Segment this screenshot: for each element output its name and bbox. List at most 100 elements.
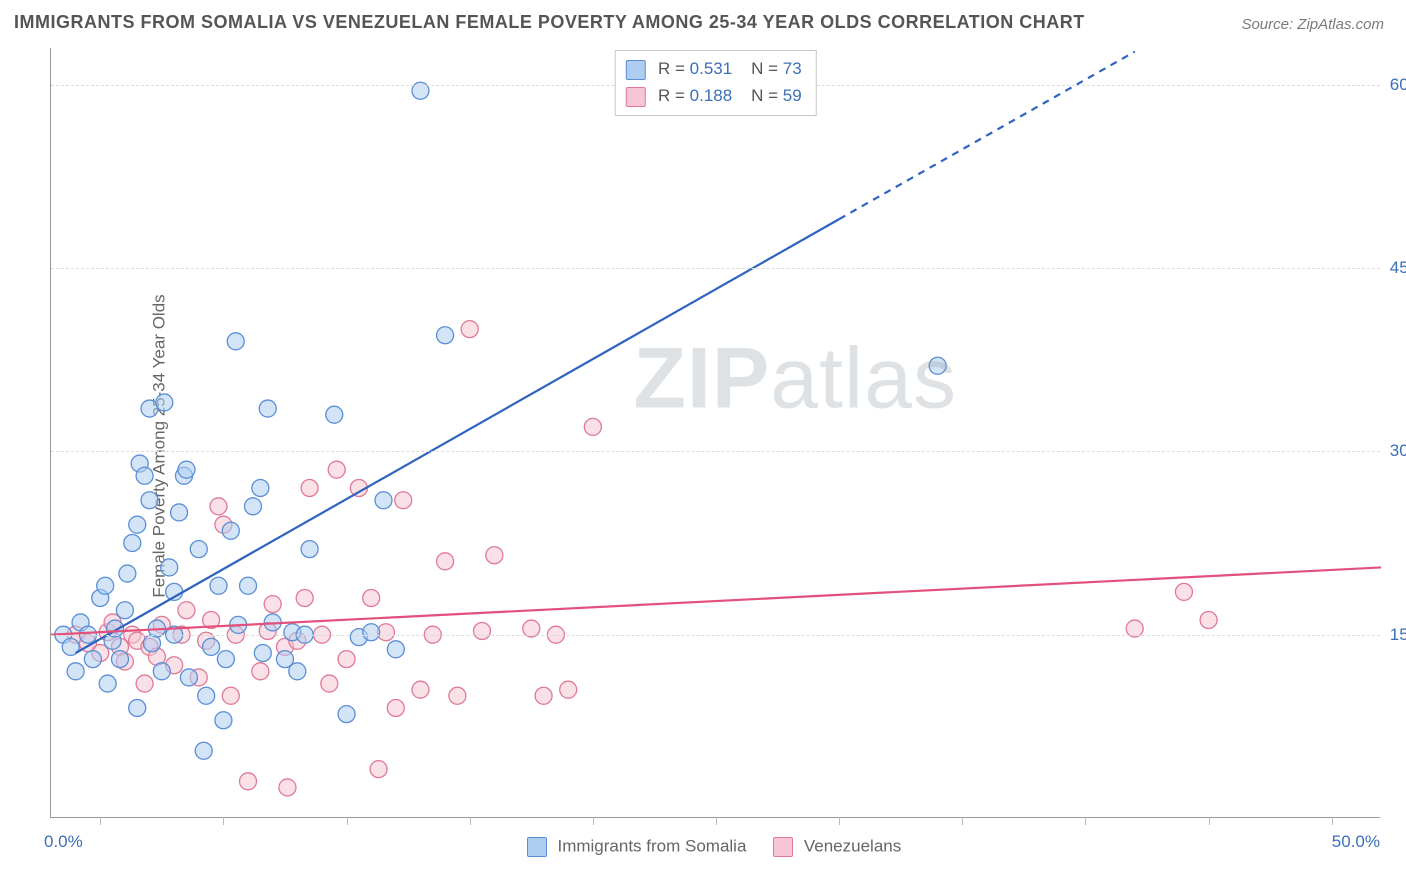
y-tick-label: 30.0% xyxy=(1390,441,1406,461)
legend-r-label: R = xyxy=(658,59,685,78)
data-point-somalia xyxy=(929,357,946,374)
x-tick xyxy=(716,817,717,825)
data-point-venezuelans xyxy=(449,687,466,704)
data-point-somalia xyxy=(252,480,269,497)
x-tick xyxy=(100,817,101,825)
data-point-somalia xyxy=(437,327,454,344)
data-point-somalia xyxy=(136,467,153,484)
data-point-venezuelans xyxy=(222,687,239,704)
legend-swatch-venezuelans xyxy=(773,837,793,857)
data-point-somalia xyxy=(99,675,116,692)
data-point-somalia xyxy=(301,541,318,558)
x-tick xyxy=(1085,817,1086,825)
data-point-venezuelans xyxy=(584,418,601,435)
data-point-venezuelans xyxy=(535,687,552,704)
data-point-venezuelans xyxy=(136,675,153,692)
x-tick xyxy=(347,817,348,825)
legend-n-value: 59 xyxy=(783,86,802,105)
data-point-venezuelans xyxy=(474,623,491,640)
data-point-somalia xyxy=(222,522,239,539)
legend-n-label: N = xyxy=(751,59,778,78)
data-point-somalia xyxy=(254,645,271,662)
data-point-somalia xyxy=(375,492,392,509)
data-point-somalia xyxy=(203,638,220,655)
x-tick xyxy=(593,817,594,825)
data-point-somalia xyxy=(338,706,355,723)
data-point-somalia xyxy=(326,406,343,423)
data-point-venezuelans xyxy=(252,663,269,680)
x-tick xyxy=(1332,817,1333,825)
legend-r-value: 0.531 xyxy=(690,59,733,78)
x-tick xyxy=(839,817,840,825)
data-point-somalia xyxy=(97,577,114,594)
data-point-somalia xyxy=(195,742,212,759)
source-attribution: Source: ZipAtlas.com xyxy=(1241,16,1384,33)
data-point-somalia xyxy=(217,651,234,668)
legend-r-value: 0.188 xyxy=(690,86,733,105)
data-point-somalia xyxy=(141,492,158,509)
regression-line-somalia xyxy=(76,219,840,653)
data-point-somalia xyxy=(84,651,101,668)
data-point-somalia xyxy=(129,700,146,717)
series-legend: Immigrants from Somalia Venezuelans xyxy=(0,836,1406,857)
plot-area: ZIPatlas R = 0.531 N = 73 R = 0.188 N = … xyxy=(50,48,1380,818)
data-point-somalia xyxy=(180,669,197,686)
legend-label-venezuelans: Venezuelans xyxy=(804,837,901,856)
data-point-venezuelans xyxy=(1200,612,1217,629)
y-tick-label: 15.0% xyxy=(1390,625,1406,645)
data-point-venezuelans xyxy=(210,498,227,515)
data-point-somalia xyxy=(210,577,227,594)
chart-title: IMMIGRANTS FROM SOMALIA VS VENEZUELAN FE… xyxy=(14,12,1085,33)
data-point-somalia xyxy=(111,651,128,668)
gridline xyxy=(51,268,1380,269)
data-point-somalia xyxy=(227,333,244,350)
data-point-somalia xyxy=(178,461,195,478)
legend-swatch-somalia xyxy=(527,837,547,857)
data-point-somalia xyxy=(124,535,141,552)
data-point-somalia xyxy=(116,602,133,619)
legend-row-somalia: R = 0.531 N = 73 xyxy=(625,55,801,82)
legend-n-label: N = xyxy=(751,86,778,105)
legend-label-somalia: Immigrants from Somalia xyxy=(557,837,746,856)
y-tick-label: 60.0% xyxy=(1390,75,1406,95)
x-tick xyxy=(962,817,963,825)
data-point-somalia xyxy=(190,541,207,558)
data-point-venezuelans xyxy=(370,761,387,778)
x-tick xyxy=(223,817,224,825)
data-point-somalia xyxy=(387,641,404,658)
data-point-venezuelans xyxy=(395,492,412,509)
plot-svg xyxy=(51,48,1380,817)
data-point-venezuelans xyxy=(1175,583,1192,600)
data-point-somalia xyxy=(259,400,276,417)
gridline xyxy=(51,451,1380,452)
data-point-somalia xyxy=(129,516,146,533)
data-point-somalia xyxy=(215,712,232,729)
data-point-venezuelans xyxy=(296,590,313,607)
data-point-venezuelans xyxy=(178,602,195,619)
x-tick xyxy=(470,817,471,825)
data-point-venezuelans xyxy=(412,681,429,698)
data-point-venezuelans xyxy=(328,461,345,478)
data-point-venezuelans xyxy=(240,773,257,790)
legend-row-venezuelans: R = 0.188 N = 59 xyxy=(625,82,801,109)
data-point-venezuelans xyxy=(560,681,577,698)
data-point-venezuelans xyxy=(338,651,355,668)
data-point-venezuelans xyxy=(437,553,454,570)
data-point-somalia xyxy=(198,687,215,704)
data-point-venezuelans xyxy=(279,779,296,796)
data-point-venezuelans xyxy=(387,700,404,717)
data-point-venezuelans xyxy=(363,590,380,607)
data-point-somalia xyxy=(244,498,261,515)
y-tick-label: 45.0% xyxy=(1390,258,1406,278)
data-point-somalia xyxy=(156,394,173,411)
gridline xyxy=(51,635,1380,636)
data-point-somalia xyxy=(67,663,84,680)
data-point-somalia xyxy=(363,624,380,641)
legend-swatch-venezuelans xyxy=(625,87,645,107)
data-point-venezuelans xyxy=(461,321,478,338)
legend-r-label: R = xyxy=(658,86,685,105)
correlation-legend: R = 0.531 N = 73 R = 0.188 N = 59 xyxy=(614,50,816,116)
data-point-somalia xyxy=(240,577,257,594)
x-tick xyxy=(1209,817,1210,825)
data-point-somalia xyxy=(119,565,136,582)
